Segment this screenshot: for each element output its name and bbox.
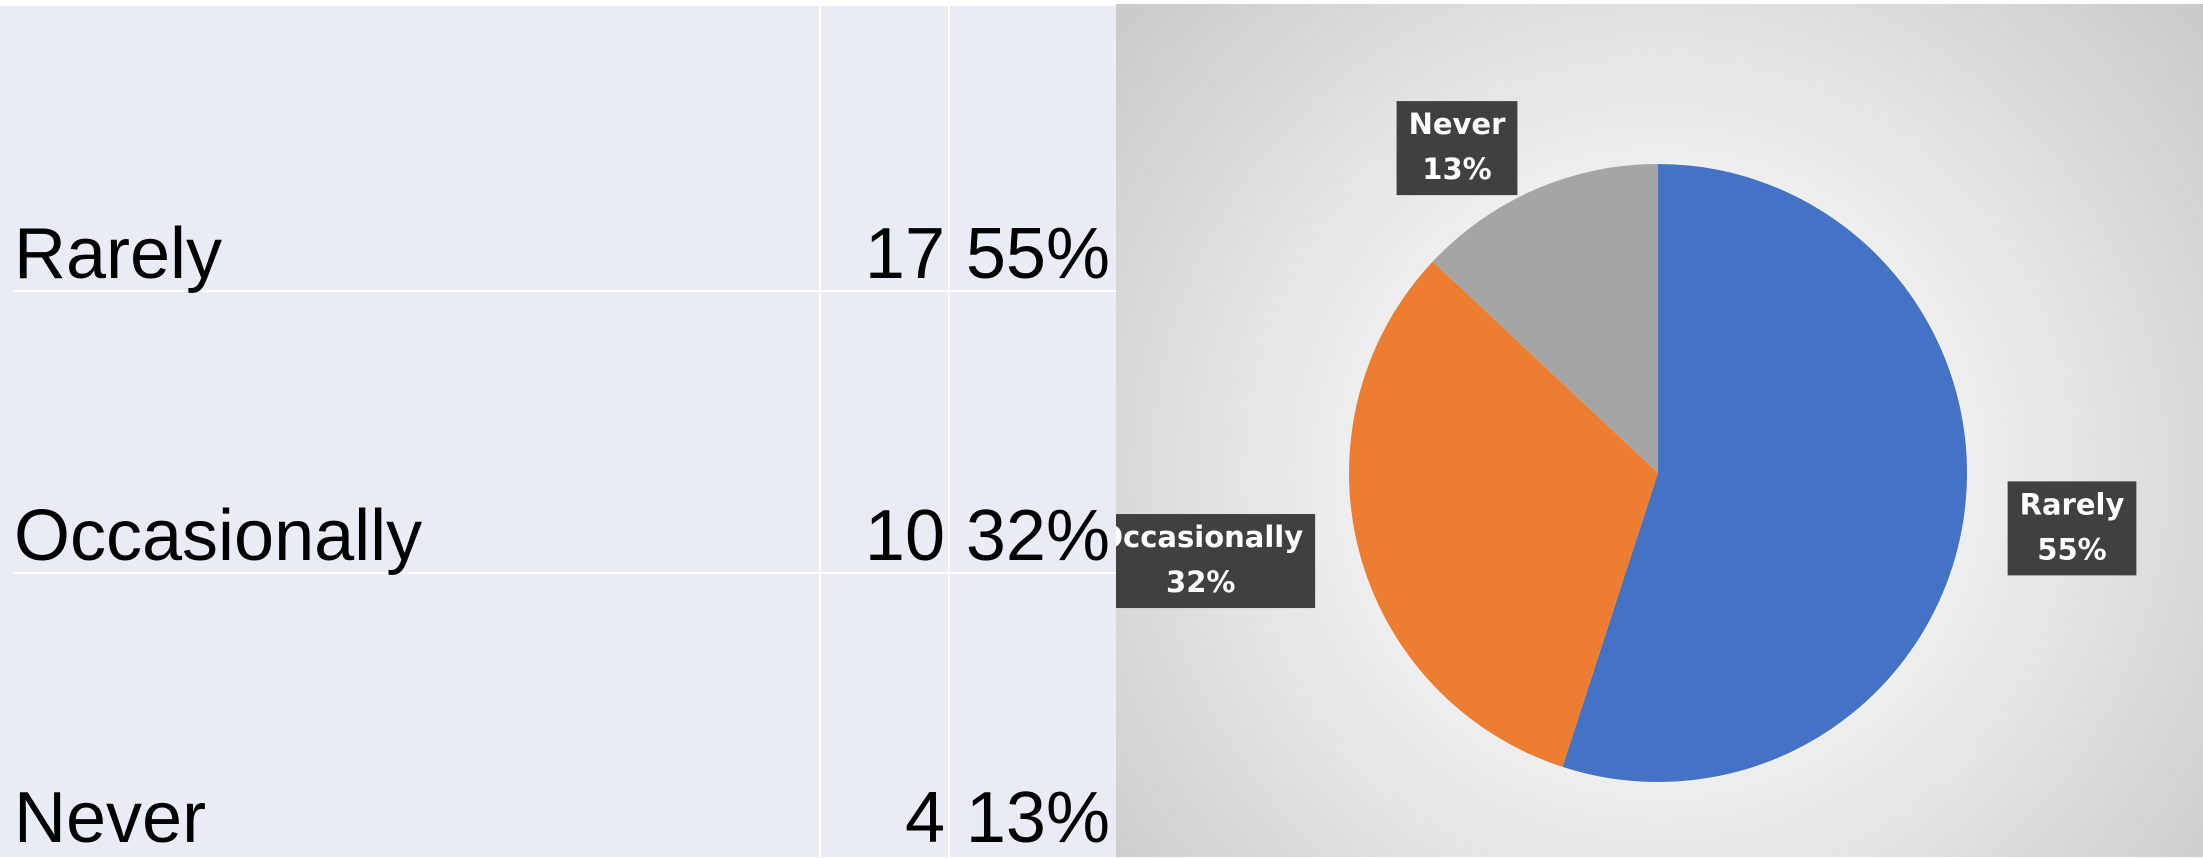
label-value: 13% bbox=[1422, 152, 1491, 186]
table-cell: 17 bbox=[864, 214, 945, 294]
label-name: Occasionally bbox=[1116, 520, 1303, 554]
table-cell: 4 bbox=[904, 778, 945, 858]
label-box bbox=[1116, 514, 1316, 609]
row-divider bbox=[14, 290, 1116, 292]
column-divider bbox=[819, 6, 821, 857]
column-divider bbox=[948, 6, 950, 857]
label-box bbox=[2007, 481, 2137, 576]
pie-slice bbox=[1432, 164, 1658, 473]
table-cell: 10 bbox=[864, 496, 945, 576]
label-name: Rarely bbox=[2020, 487, 2125, 521]
table-cell: 13% bbox=[965, 778, 1110, 858]
label-box bbox=[1396, 101, 1518, 196]
row-divider bbox=[14, 572, 1116, 574]
label-name: Never bbox=[1409, 107, 1507, 141]
table-cell: Occasionally bbox=[14, 496, 423, 576]
data-label: Never 13% bbox=[1396, 101, 1518, 196]
table-cell: Rarely bbox=[14, 214, 223, 294]
pie-slice bbox=[1562, 164, 1968, 782]
label-value: 32% bbox=[1166, 565, 1235, 599]
pie-chart: Rarely 55% Occasionally 32% Never 13% bbox=[1116, 4, 2203, 857]
pie-slice bbox=[1349, 261, 1658, 767]
table-cell: Never bbox=[14, 778, 207, 858]
label-value: 55% bbox=[2037, 532, 2106, 566]
table-cell: 55% bbox=[965, 214, 1110, 294]
data-label: Rarely 55% bbox=[2007, 481, 2137, 576]
data-table: Rarely 17 55% Occasionally 10 32% Never 4 13% bbox=[0, 6, 1116, 857]
data-label: Occasionally 32% bbox=[1116, 514, 1316, 609]
table-cell: 32% bbox=[965, 496, 1110, 576]
